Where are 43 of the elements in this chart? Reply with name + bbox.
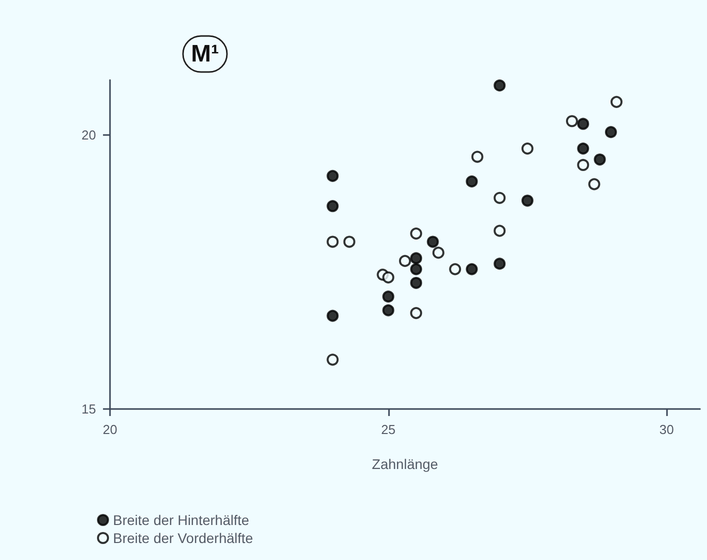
point [382, 290, 394, 303]
point [382, 271, 394, 284]
point [566, 115, 578, 128]
legend-label: Breite der Vorderhälfte [113, 530, 254, 546]
point [494, 79, 506, 92]
y-tick-label: 15 [82, 402, 96, 416]
point [426, 236, 439, 248]
point [577, 158, 590, 171]
point [494, 192, 506, 204]
point [326, 236, 339, 248]
point [326, 354, 339, 366]
legend-label: Breite der Hinterhälfte [113, 512, 250, 528]
point [326, 200, 339, 212]
point [410, 307, 422, 320]
x-tick-label: 30 [659, 422, 674, 437]
point [399, 254, 411, 267]
point [326, 170, 339, 182]
point [410, 228, 422, 240]
point [410, 252, 422, 264]
point [449, 263, 462, 276]
x-axis-title: Zahnlänge [372, 456, 438, 472]
point [471, 150, 484, 163]
point [594, 154, 606, 166]
point [494, 258, 506, 270]
x-tick-label: 25 [381, 422, 396, 437]
point [432, 246, 444, 259]
point [610, 96, 623, 108]
point [410, 276, 422, 289]
point [343, 236, 356, 248]
point [521, 194, 534, 207]
point [494, 224, 506, 237]
point [604, 126, 617, 138]
point [382, 304, 394, 316]
point [521, 142, 534, 155]
point [466, 175, 478, 188]
chart-title: M¹ [191, 40, 219, 68]
point [466, 263, 478, 276]
x-tick-label: 20 [102, 422, 118, 437]
point [326, 310, 339, 322]
point [588, 178, 600, 190]
point [577, 118, 590, 130]
point [577, 142, 590, 155]
point [410, 263, 422, 276]
